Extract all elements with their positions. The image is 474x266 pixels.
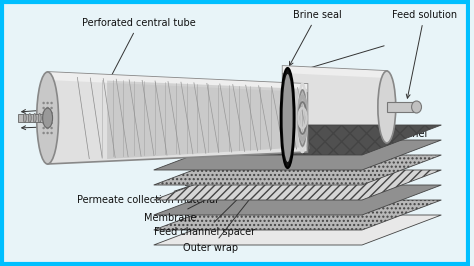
Ellipse shape (42, 122, 45, 124)
Ellipse shape (42, 127, 45, 129)
Polygon shape (283, 66, 387, 78)
Polygon shape (154, 200, 441, 230)
Ellipse shape (46, 102, 49, 104)
Ellipse shape (38, 114, 41, 123)
Polygon shape (154, 170, 441, 200)
Ellipse shape (28, 114, 31, 123)
Polygon shape (154, 155, 441, 185)
Ellipse shape (411, 101, 421, 113)
Text: Feed solution: Feed solution (392, 10, 457, 98)
Text: Concentrate: Concentrate (22, 120, 128, 130)
Ellipse shape (281, 68, 294, 168)
Polygon shape (154, 140, 441, 170)
Ellipse shape (42, 102, 45, 104)
Text: Feed channel
spacer: Feed channel spacer (321, 129, 427, 151)
Ellipse shape (46, 112, 49, 114)
Ellipse shape (283, 74, 292, 162)
Ellipse shape (23, 114, 26, 123)
Text: Permeate: Permeate (22, 102, 114, 113)
Polygon shape (154, 125, 441, 155)
Ellipse shape (36, 72, 58, 164)
Ellipse shape (33, 114, 36, 123)
Text: Permeate collection material: Permeate collection material (77, 186, 218, 205)
Ellipse shape (46, 132, 49, 134)
Ellipse shape (42, 132, 45, 134)
Polygon shape (107, 81, 308, 159)
Ellipse shape (50, 102, 53, 104)
Polygon shape (154, 215, 441, 245)
Ellipse shape (43, 108, 53, 128)
Polygon shape (154, 185, 441, 215)
Polygon shape (18, 114, 46, 122)
Ellipse shape (42, 117, 45, 119)
Text: Brine seal: Brine seal (290, 10, 341, 66)
Ellipse shape (50, 117, 53, 119)
Text: Feed channel spacer: Feed channel spacer (154, 158, 279, 237)
Polygon shape (283, 66, 387, 148)
Polygon shape (47, 72, 308, 164)
Text: Outer wrap: Outer wrap (183, 143, 294, 253)
Ellipse shape (50, 107, 53, 109)
Text: Perforated central tube: Perforated central tube (82, 18, 196, 81)
Ellipse shape (50, 127, 53, 129)
Polygon shape (47, 72, 308, 92)
Ellipse shape (46, 127, 49, 129)
Ellipse shape (46, 107, 49, 109)
Ellipse shape (42, 107, 45, 109)
Ellipse shape (378, 71, 396, 143)
Ellipse shape (50, 132, 53, 134)
Ellipse shape (46, 117, 49, 119)
Ellipse shape (46, 122, 49, 124)
Text: Membrane: Membrane (321, 155, 414, 165)
Ellipse shape (50, 112, 53, 114)
Text: Membrane: Membrane (144, 172, 260, 223)
Polygon shape (387, 102, 417, 112)
Ellipse shape (42, 112, 45, 114)
Ellipse shape (50, 122, 53, 124)
